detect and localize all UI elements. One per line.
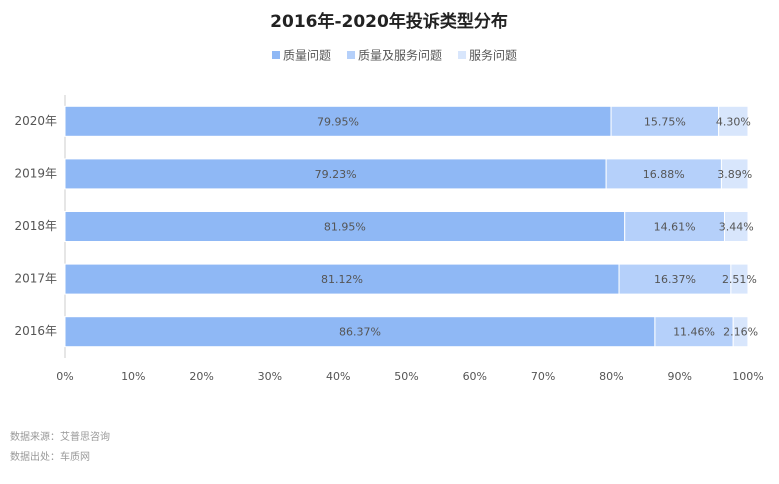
- y-tick-label: 2017年: [14, 272, 57, 286]
- data-label: 3.44%: [719, 221, 754, 234]
- x-tick-label: 80%: [599, 370, 623, 383]
- x-tick-label: 20%: [189, 370, 213, 383]
- x-tick-label: 100%: [732, 370, 763, 383]
- data-label: 81.95%: [324, 221, 366, 234]
- source-note: 数据来源：艾普思咨询: [10, 430, 110, 443]
- data-label: 16.88%: [643, 168, 685, 181]
- bar-segment: [64, 316, 656, 348]
- data-label: 86.37%: [339, 326, 381, 339]
- x-tick-label: 10%: [121, 370, 145, 383]
- y-tick-label: 2018年: [14, 219, 57, 233]
- data-label: 2.51%: [722, 273, 757, 286]
- x-tick-label: 30%: [258, 370, 282, 383]
- data-label: 14.61%: [654, 221, 696, 234]
- bar-segment: [730, 263, 749, 295]
- x-tick-label: 90%: [667, 370, 691, 383]
- x-tick-label: 60%: [463, 370, 487, 383]
- data-label: 16.37%: [654, 273, 696, 286]
- bar-segment: [618, 263, 732, 295]
- legend-swatch: [272, 51, 280, 59]
- x-tick-label: 0%: [56, 370, 73, 383]
- y-tick-label: 2020年: [14, 114, 57, 128]
- data-label: 4.30%: [716, 115, 751, 128]
- data-label: 79.23%: [315, 168, 357, 181]
- x-tick-label: 50%: [394, 370, 418, 383]
- legend-label: 质量问题: [283, 49, 331, 63]
- legend-swatch: [458, 51, 467, 59]
- x-tick-label: 40%: [326, 370, 350, 383]
- legend-swatch: [347, 51, 356, 59]
- bar-segment: [720, 158, 749, 190]
- bar-segment: [724, 211, 749, 242]
- y-tick-label: 2016年: [14, 324, 57, 338]
- bar-segment: [718, 105, 749, 137]
- x-tick-label: 70%: [531, 370, 555, 383]
- data-label: 81.12%: [321, 273, 363, 286]
- legend-label: 服务问题: [469, 48, 517, 63]
- source-note: 数据出处：车质网: [10, 450, 90, 463]
- bar-segment: [732, 316, 749, 348]
- bar-segment: [610, 105, 720, 137]
- data-label: 79.95%: [317, 115, 359, 128]
- bar-segment: [64, 263, 620, 295]
- y-tick-label: 2019年: [14, 166, 57, 180]
- data-label: 2.16%: [723, 326, 758, 339]
- legend-label: 质量及服务问题: [358, 48, 442, 63]
- data-label: 3.89%: [717, 168, 752, 181]
- chart-title: 2016年-2020年投诉类型分布: [270, 11, 508, 32]
- data-label: 15.75%: [644, 115, 686, 128]
- data-label: 11.46%: [673, 326, 715, 339]
